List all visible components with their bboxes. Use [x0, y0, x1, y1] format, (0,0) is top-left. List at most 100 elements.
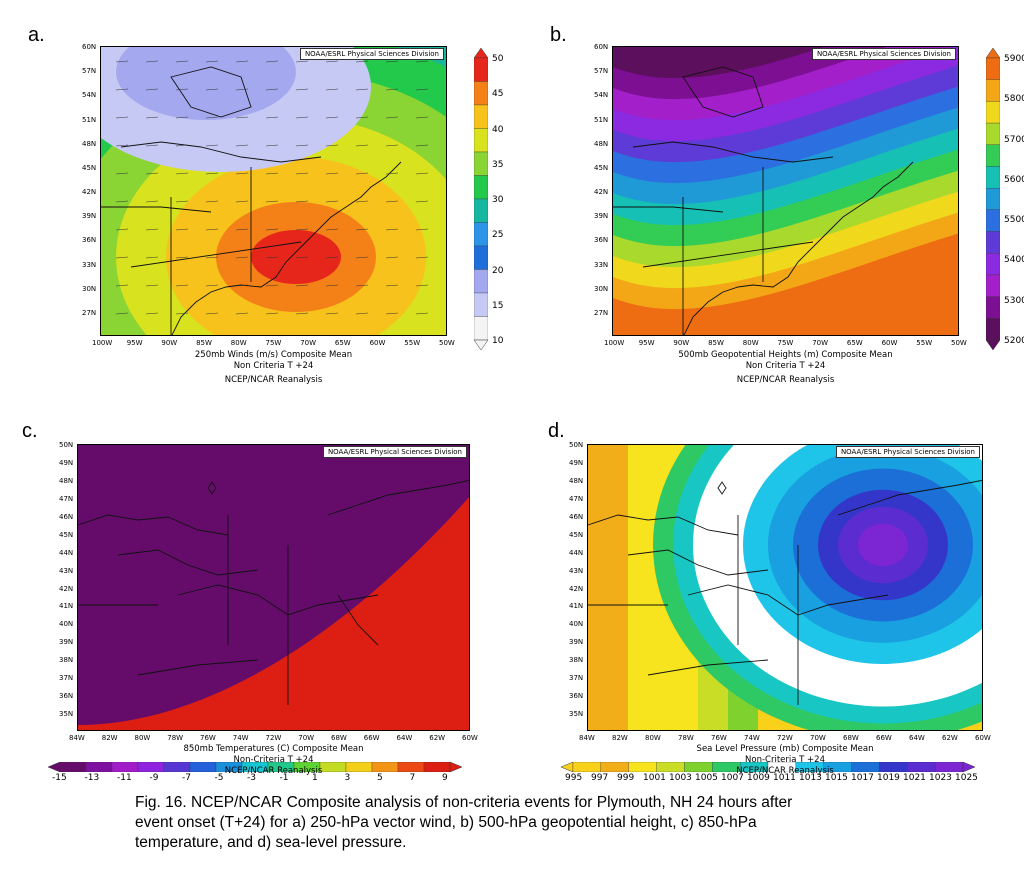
wind-vector [205, 256, 219, 259]
wind-vector [235, 60, 249, 63]
colorbar-label: 1013 [799, 773, 822, 783]
colorbar-label: 10 [492, 336, 504, 346]
colorbar-label: -15 [52, 773, 67, 783]
wind-vector [355, 172, 369, 175]
latitude-tick: 35N [569, 710, 584, 719]
colorbar-swatch [474, 175, 488, 200]
longitude-tick: 76W [711, 734, 727, 742]
wind-vector [145, 284, 159, 287]
wind-vector [145, 256, 159, 259]
colorbar-label: 7 [409, 773, 416, 783]
latitude-tick: 42N [82, 188, 97, 196]
latitude-tick: 37N [569, 674, 584, 683]
credit-label: NOAA/ESRL Physical Sciences Division [835, 446, 980, 458]
latitude-tick: 39N [569, 638, 584, 647]
map-title-a: 250mb Winds (m/s) Composite Mean [194, 350, 353, 360]
longitude-tick: 80W [230, 339, 247, 347]
wind-vector [145, 200, 159, 203]
colorbar-label: 999 [617, 773, 635, 783]
colorbar-label: 1021 [903, 773, 926, 783]
colorbar-label: 5400 [1004, 255, 1024, 266]
wind-vector [235, 284, 249, 287]
wind-vector [145, 228, 159, 231]
longitude-tick: 64W [396, 734, 413, 742]
wind-vector [175, 256, 189, 259]
latitude-tick: 51N [82, 115, 97, 124]
longitude-tick: 70W [812, 339, 829, 347]
longitude-tick: 50W [439, 339, 455, 347]
wind-vector [385, 172, 399, 175]
wind-vector [295, 116, 309, 119]
colorbar-label: 35 [492, 159, 504, 170]
colorbar-label: 5600 [1004, 174, 1024, 185]
wind-vector [415, 312, 429, 315]
wind-vector [295, 312, 309, 315]
latitude-tick: 40N [569, 620, 584, 629]
colorbar-label: 5900 [1004, 54, 1024, 64]
map-250mb-winds: NOAA/ESRL Physical Sciences Division [100, 46, 447, 336]
longitude-tick: 60W [369, 339, 386, 347]
wind-vector [385, 88, 399, 91]
latitude-tick: 33N [82, 260, 97, 269]
colorbar-swatch [474, 151, 488, 176]
map-title-d: Sea Level Pressure (mb) Composite Mean [696, 744, 874, 754]
wind-vector [145, 172, 159, 175]
latitude-tick: 27N [594, 308, 609, 317]
wind-vector [325, 256, 339, 259]
wind-vector [175, 228, 189, 231]
map-subtitle-b: Non Criteria T +24 [745, 361, 826, 371]
longitude-tick: 50W [951, 339, 967, 347]
wind-vector [295, 256, 309, 259]
panel-letter-a: a. [28, 24, 45, 46]
latitude-tick: 42N [59, 584, 74, 593]
colorbar-label: 1023 [929, 773, 952, 783]
wind-vector [115, 116, 129, 119]
wind-vector [385, 284, 399, 287]
latitude-tick: 33N [594, 260, 609, 269]
wind-vector [175, 312, 189, 315]
latitude-tick: 42N [594, 188, 609, 196]
map-sea-level-pressure: NOAA/ESRL Physical Sciences Division [587, 444, 983, 731]
wind-vector [415, 256, 429, 259]
wind-vector [325, 88, 339, 91]
credit-label: NOAA/ESRL Physical Sciences Division [299, 48, 444, 60]
figure-caption-line: Fig. 16. NCEP/NCAR Composite analysis of… [135, 794, 793, 811]
colorbar-swatch [474, 128, 488, 153]
colorbar-swatch [474, 104, 488, 129]
latitude-tick: 45N [569, 530, 584, 539]
latitude-tick: 37N [59, 674, 74, 683]
latitude-tick: 44N [569, 548, 584, 557]
wind-vector [325, 228, 339, 231]
wind-vector [265, 312, 279, 315]
wind-vector [385, 60, 399, 63]
wind-vector [115, 200, 129, 203]
wind-vector [115, 172, 129, 175]
wind-vector [235, 144, 249, 147]
coastline [101, 66, 402, 335]
latitude-tick: 45N [82, 163, 97, 172]
colorbar-label: 1 [312, 773, 318, 783]
colorbar-swatch [986, 209, 1000, 232]
latitude-tick: 48N [594, 139, 609, 148]
latitude-tick: 47N [59, 494, 74, 503]
panel-letter-c: c. [22, 420, 38, 442]
wind-vector [205, 200, 219, 203]
wind-vector [415, 144, 429, 147]
wind-vector [235, 256, 249, 259]
wind-vector [265, 172, 279, 175]
wind-vector [385, 256, 399, 259]
wind-vector [265, 228, 279, 231]
wind-vector [325, 312, 339, 315]
latitude-tick: 45N [59, 530, 74, 539]
colorbar-label: 1009 [747, 773, 770, 783]
latitude-tick: 48N [82, 139, 97, 148]
longitude-tick: 68W [331, 734, 347, 742]
latitude-tick: 48N [569, 476, 584, 485]
wind-vector [355, 60, 369, 63]
figure-caption-line: temperature, and d) sea-level pressure. [135, 834, 407, 851]
colorbar-swatch [986, 188, 1000, 210]
latitude-tick: 39N [594, 212, 609, 221]
panel-letter-b: b. [550, 24, 567, 46]
colorbar-swatch [474, 198, 488, 223]
wind-vector [385, 116, 399, 119]
